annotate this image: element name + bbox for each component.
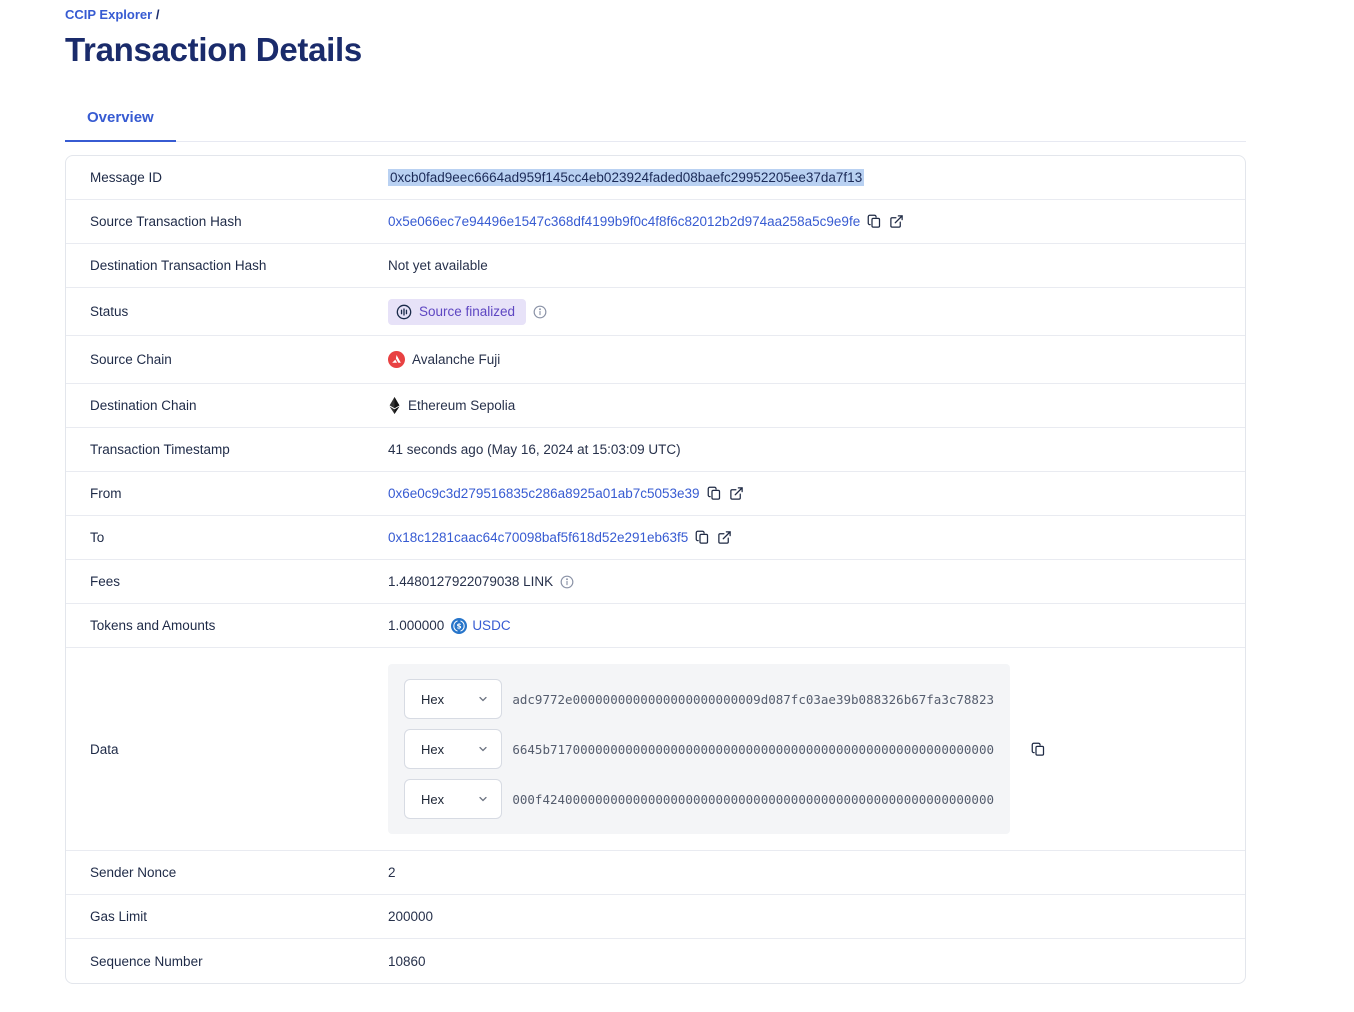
transaction-details-page: CCIP Explorer / Transaction Details Over… [65,0,1246,984]
fees-label: Fees [90,574,121,589]
hex-format-value: Hex [421,741,445,757]
message-id-value: 0xcb0fad9eec6664ad959f145cc4eb023924fade… [388,169,865,186]
from-label: From [90,486,122,501]
copy-icon[interactable] [1031,742,1046,757]
to-label: To [90,530,105,545]
transaction-details-card: Message ID 0xcb0fad9eec6664ad959f145cc4e… [65,155,1246,984]
row-sequence-number: Sequence Number 10860 [66,939,1245,983]
token-amount: 1.000000 [388,618,445,633]
dest-chain-label: Destination Chain [90,398,197,413]
source-finalized-icon [396,304,412,319]
avalanche-icon [388,351,405,368]
info-icon[interactable] [560,575,574,589]
row-dest-chain: Destination Chain Ethereum Sepolia [66,384,1245,428]
row-to: To 0x18c1281caac64c70098baf5f618d52e291e… [66,516,1245,560]
breadcrumb: CCIP Explorer / [65,0,1246,22]
usdc-token-label: USDC [472,618,511,633]
external-link-icon[interactable] [717,530,732,545]
external-link-icon[interactable] [889,214,904,229]
timestamp-value: 41 seconds ago (May 16, 2024 at 15:03:09… [388,442,681,457]
source-chain-value: Avalanche Fuji [412,352,501,367]
data-hex-value: adc9772e0000000000000000000000009d087fc0… [512,691,994,707]
info-icon[interactable] [533,305,547,319]
row-data: Data Hex adc9772e00000000000000000000000… [66,648,1245,851]
hex-format-value: Hex [421,691,445,707]
data-hex-value: 000f424000000000000000000000000000000000… [512,791,994,807]
breadcrumb-separator: / [155,7,160,22]
row-gas-limit: Gas Limit 200000 [66,895,1245,939]
data-hex-box: Hex adc9772e0000000000000000000000009d08… [388,664,1010,834]
usdc-icon: $ [451,617,468,634]
copy-icon[interactable] [707,486,722,501]
fees-value: 1.4480127922079038 LINK [388,574,554,589]
hex-format-select[interactable]: Hex [404,779,503,819]
source-chain-label: Source Chain [90,352,172,367]
sender-nonce-label: Sender Nonce [90,865,177,880]
hex-format-value: Hex [421,791,445,807]
row-source-chain: Source Chain Avalanche Fuji [66,336,1245,384]
chevron-down-icon [479,796,487,802]
gas-limit-value: 200000 [388,909,434,924]
timestamp-label: Transaction Timestamp [90,442,230,457]
from-address-link[interactable]: 0x6e0c9c3d279516835c286a8925a01ab7c5053e… [388,486,700,501]
data-hex-value: 6645b71700000000000000000000000000000000… [512,741,994,757]
hex-format-select[interactable]: Hex [404,679,503,719]
row-fees: Fees 1.4480127922079038 LINK [66,560,1245,604]
row-dest-tx-hash: Destination Transaction Hash Not yet ava… [66,244,1245,288]
external-link-icon[interactable] [729,486,744,501]
status-label: Status [90,304,129,319]
sender-nonce-value: 2 [388,865,396,880]
hex-format-select[interactable]: Hex [404,729,503,769]
dest-tx-hash-label: Destination Transaction Hash [90,258,267,273]
to-address-link[interactable]: 0x18c1281caac64c70098baf5f618d52e291eb63… [388,530,689,545]
data-line: Hex 000f42400000000000000000000000000000… [404,779,994,819]
sequence-number-value: 10860 [388,953,426,969]
usdc-token-link[interactable]: $ USDC [451,617,511,634]
status-badge-text: Source finalized [419,304,516,319]
svg-text:$: $ [457,621,462,630]
page-title: Transaction Details [65,31,362,68]
source-tx-hash-link[interactable]: 0x5e066ec7e94496e1547c368df4199b9f0c4f8f… [388,214,861,229]
tab-overview[interactable]: Overview [65,99,176,142]
dest-chain-value: Ethereum Sepolia [408,398,516,413]
row-sender-nonce: Sender Nonce 2 [66,851,1245,895]
tab-bar: Overview [65,99,1246,142]
data-label: Data [90,741,119,757]
message-id-label: Message ID [90,170,163,185]
chevron-down-icon [479,746,487,752]
copy-icon[interactable] [695,530,710,545]
data-line: Hex adc9772e0000000000000000000000009d08… [404,679,994,719]
row-source-tx-hash: Source Transaction Hash 0x5e066ec7e94496… [66,200,1245,244]
row-tokens: Tokens and Amounts 1.000000 $ USDC [66,604,1245,648]
status-badge: Source finalized [388,298,527,325]
sequence-number-label: Sequence Number [90,953,203,969]
row-from: From 0x6e0c9c3d279516835c286a8925a01ab7c… [66,472,1245,516]
gas-limit-label: Gas Limit [90,909,148,924]
row-message-id: Message ID 0xcb0fad9eec6664ad959f145cc4e… [66,156,1245,200]
chevron-down-icon [479,696,487,702]
tokens-label: Tokens and Amounts [90,618,216,633]
source-tx-hash-label: Source Transaction Hash [90,214,242,229]
data-line: Hex 6645b7170000000000000000000000000000… [404,729,994,769]
copy-icon[interactable] [867,214,882,229]
ethereum-icon [389,397,400,414]
breadcrumb-ccip-explorer-link[interactable]: CCIP Explorer [65,7,153,22]
row-timestamp: Transaction Timestamp 41 seconds ago (Ma… [66,428,1245,472]
dest-tx-hash-value: Not yet available [388,258,488,273]
row-status: Status Source finalized [66,288,1245,336]
